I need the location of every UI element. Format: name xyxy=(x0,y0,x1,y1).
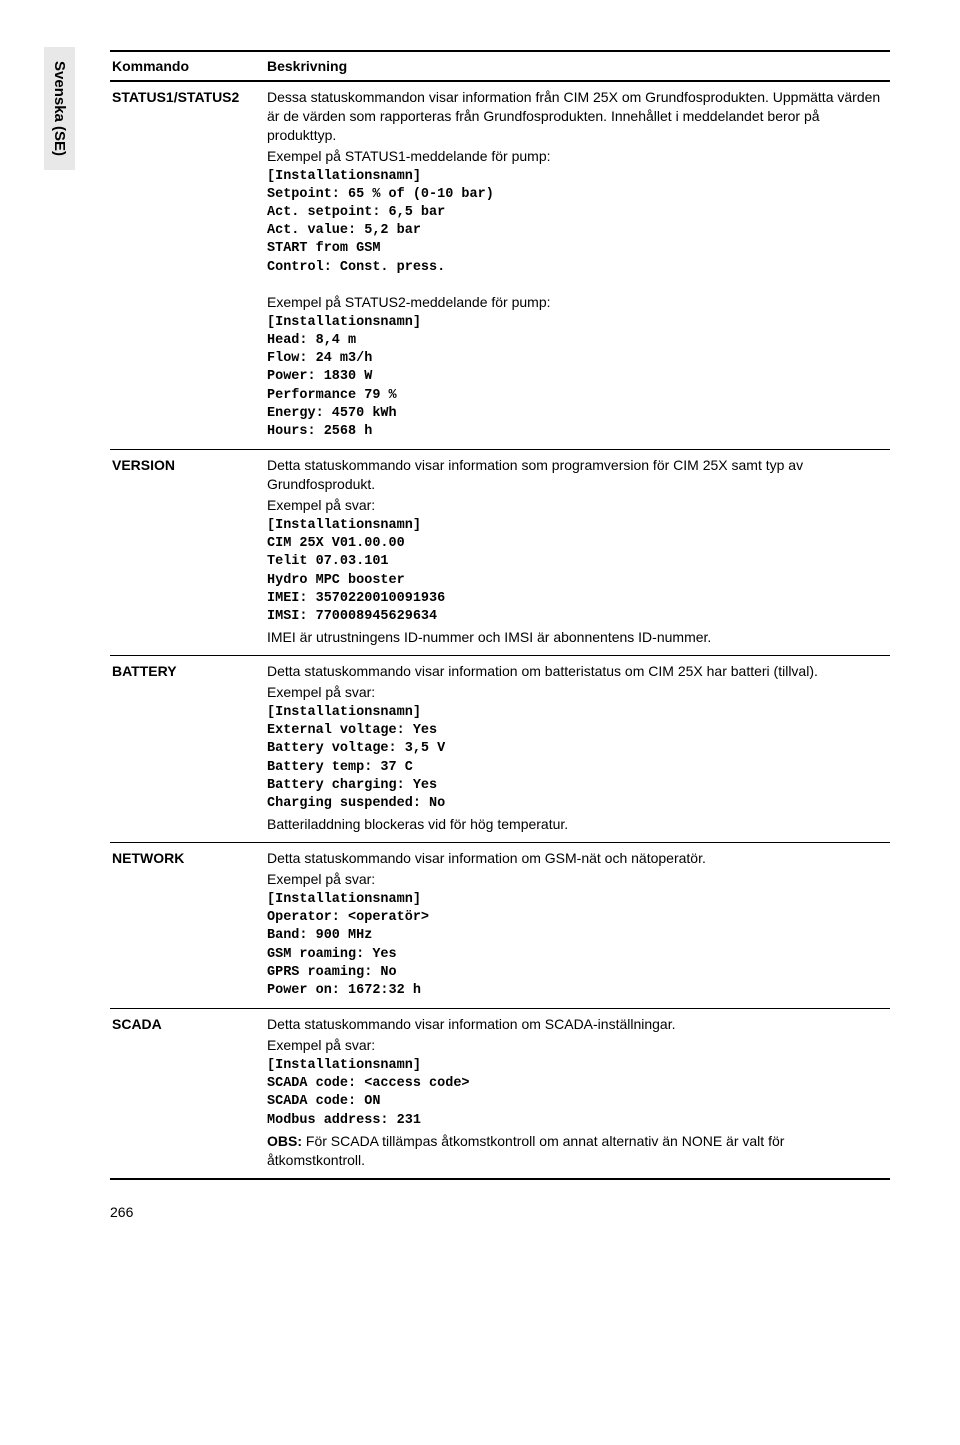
command-table: Kommando Beskrivning STATUS1/STATUS2 Des… xyxy=(110,50,890,1180)
obs-label: OBS: xyxy=(267,1133,302,1149)
network-mono: [Installationsnamn] Operator: <operatör>… xyxy=(267,891,882,1000)
obs-text: För SCADA tillämpas åtkomstkontroll om a… xyxy=(267,1133,784,1168)
table-row: SCADA Detta statuskommando visar informa… xyxy=(110,1009,890,1179)
cmd-scada: SCADA xyxy=(110,1009,265,1179)
desc-network: Detta statuskommando visar information o… xyxy=(265,843,890,1009)
table-row: NETWORK Detta statuskommando visar infor… xyxy=(110,843,890,1009)
desc-version: Detta statuskommando visar information s… xyxy=(265,450,890,656)
scada-obs: OBS: För SCADA tillämpas åtkomstkontroll… xyxy=(267,1132,882,1170)
scada-ex-label: Exempel på svar: xyxy=(267,1036,882,1055)
version-mono: [Installationsnamn] CIM 25X V01.00.00 Te… xyxy=(267,517,882,626)
network-ex-label: Exempel på svar: xyxy=(267,870,882,889)
version-note: IMEI är utrustningens ID-nummer och IMSI… xyxy=(267,628,882,647)
battery-intro: Detta statuskommando visar information o… xyxy=(267,662,882,681)
page-number: 266 xyxy=(110,1204,890,1220)
cmd-status: STATUS1/STATUS2 xyxy=(110,81,265,450)
col-header-kommando: Kommando xyxy=(110,51,265,81)
version-ex-label: Exempel på svar: xyxy=(267,496,882,515)
col-header-beskrivning: Beskrivning xyxy=(265,51,890,81)
status-intro: Dessa statuskommandon visar information … xyxy=(267,88,882,145)
status-ex1-label: Exempel på STATUS1-meddelande för pump: xyxy=(267,147,882,166)
battery-ex-label: Exempel på svar: xyxy=(267,683,882,702)
battery-note: Batteriladdning blockeras vid för hög te… xyxy=(267,815,882,834)
language-tab: Svenska (SE) xyxy=(44,47,75,170)
desc-battery: Detta statuskommando visar information o… xyxy=(265,656,890,843)
version-intro: Detta statuskommando visar information s… xyxy=(267,456,882,494)
table-row: VERSION Detta statuskommando visar infor… xyxy=(110,450,890,656)
status-mono2: [Installationsnamn] Head: 8,4 m Flow: 24… xyxy=(267,314,882,442)
cmd-network: NETWORK xyxy=(110,843,265,1009)
desc-status: Dessa statuskommandon visar information … xyxy=(265,81,890,450)
cmd-battery: BATTERY xyxy=(110,656,265,843)
scada-mono: [Installationsnamn] SCADA code: <access … xyxy=(267,1057,882,1130)
table-row: STATUS1/STATUS2 Dessa statuskommandon vi… xyxy=(110,81,890,450)
scada-intro: Detta statuskommando visar information o… xyxy=(267,1015,882,1034)
status-mono1: [Installationsnamn] Setpoint: 65 % of (0… xyxy=(267,168,882,277)
desc-scada: Detta statuskommando visar information o… xyxy=(265,1009,890,1179)
table-row: BATTERY Detta statuskommando visar infor… xyxy=(110,656,890,843)
battery-mono: [Installationsnamn] External voltage: Ye… xyxy=(267,704,882,813)
status-ex2-label: Exempel på STATUS2-meddelande för pump: xyxy=(267,293,882,312)
network-intro: Detta statuskommando visar information o… xyxy=(267,849,882,868)
cmd-version: VERSION xyxy=(110,450,265,656)
